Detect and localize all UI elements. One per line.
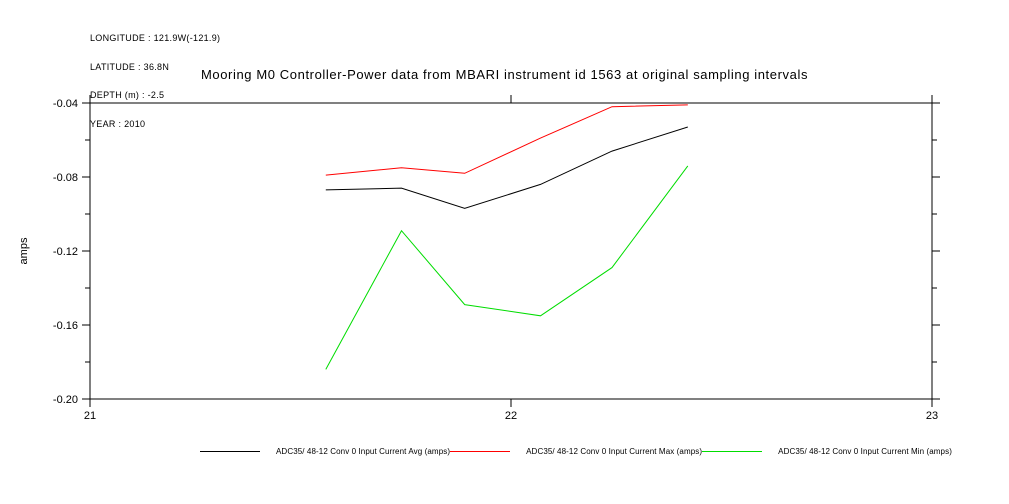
y-tick-label: -0.12 <box>53 246 78 258</box>
legend-item-avg: ADC35/ 48-12 Conv 0 Input Current Avg (a… <box>200 447 450 456</box>
metadata-longitude: LONGITUDE : 121.9W(-121.9) <box>90 33 221 43</box>
y-axis-title: amps <box>18 237 30 264</box>
chart-legend: ADC35/ 48-12 Conv 0 Input Current Avg (a… <box>200 447 952 456</box>
metadata-depth: DEPTH (m) : -2.5 <box>90 90 165 100</box>
legend-line-max <box>450 451 511 452</box>
x-tick-label: 21 <box>84 410 96 422</box>
metadata-year: YEAR : 2010 <box>90 118 146 129</box>
x-tick-label: 23 <box>926 410 938 422</box>
y-tick-label: -0.08 <box>53 172 78 184</box>
x-tick-label: 22 <box>505 410 517 422</box>
legend-label-max: ADC35/ 48-12 Conv 0 Input Current Max (a… <box>526 447 703 456</box>
legend-line-avg <box>200 451 260 452</box>
legend-label-avg: ADC35/ 48-12 Conv 0 Input Current Avg (a… <box>276 447 451 456</box>
legend-item-max: ADC35/ 48-12 Conv 0 Input Current Max (a… <box>450 447 702 456</box>
y-tick-label: -0.16 <box>53 320 78 332</box>
y-tick-label: -0.20 <box>53 394 78 406</box>
plot-box <box>89 102 933 400</box>
legend-line-min <box>702 451 763 452</box>
station-metadata: LONGITUDE : 121.9W(-121.9) LATITUDE : 36… <box>90 15 220 148</box>
series-line-min <box>325 165 689 370</box>
y-tick-label: -0.04 <box>53 98 78 110</box>
series-line-max <box>325 104 688 176</box>
series-line-avg <box>325 126 688 209</box>
legend-item-min: ADC35/ 48-12 Conv 0 Input Current Min (a… <box>702 447 952 456</box>
chart-title: Mooring M0 Controller-Power data from MB… <box>200 67 809 82</box>
metadata-latitude: LATITUDE : 36.8N <box>90 61 170 72</box>
legend-label-min: ADC35/ 48-12 Conv 0 Input Current Min (a… <box>778 447 952 456</box>
